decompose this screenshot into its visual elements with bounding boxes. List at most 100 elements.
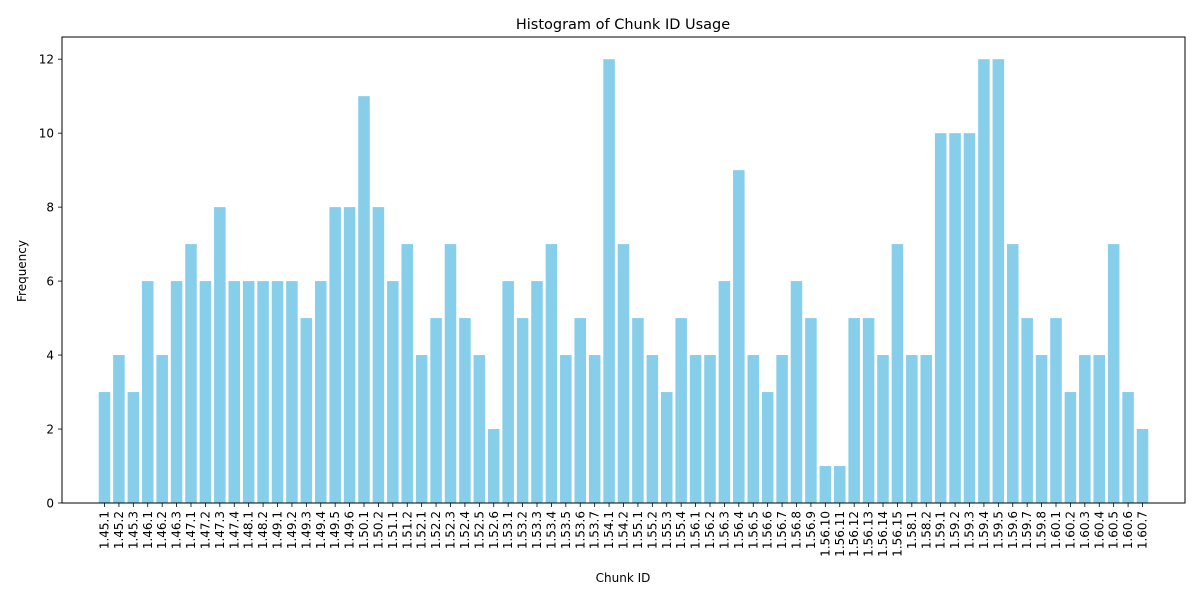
bar-1.49.1 [271, 281, 284, 503]
x-tick-label: 1.60.4 [1092, 511, 1106, 549]
x-tick-label: 1.55.4 [674, 511, 688, 549]
x-tick-label: 1.49.2 [285, 511, 299, 549]
bar-1.60.1 [1050, 318, 1062, 503]
bar-1.56.7 [776, 355, 788, 503]
bar-1.51.1 [387, 281, 399, 503]
x-tick-label: 1.45.2 [112, 511, 126, 549]
bar-1.45.2 [113, 355, 125, 503]
x-tick-label: 1.56.8 [790, 511, 804, 549]
bar-1.46.3 [170, 281, 183, 503]
bar-1.54.1 [603, 59, 615, 503]
bar-1.56.6 [761, 392, 774, 503]
bar-1.47.4 [228, 281, 241, 503]
bar-1.56.4 [733, 170, 745, 503]
bar-1.56.13 [862, 318, 875, 503]
x-tick-label: 1.53.6 [573, 511, 587, 549]
x-tick-label: 1.46.2 [155, 511, 169, 549]
x-axis-title: Chunk ID [596, 571, 651, 585]
x-tick-label: 1.56.2 [703, 511, 717, 549]
x-tick-label: 1.45.1 [98, 511, 112, 549]
x-tick-label: 1.53.7 [588, 511, 602, 549]
x-tick-label: 1.59.7 [1020, 511, 1034, 549]
bar-1.56.8 [790, 281, 803, 503]
bar-1.55.3 [660, 392, 673, 503]
x-tick-label: 1.60.7 [1136, 511, 1150, 549]
y-tick-label: 10 [39, 127, 54, 141]
bar-1.54.2 [617, 244, 630, 504]
bar-1.49.2 [286, 281, 298, 503]
bar-1.45.1 [98, 392, 111, 503]
bar-1.53.3 [531, 281, 543, 503]
bars-group [98, 59, 1149, 504]
x-tick-label: 1.59.2 [948, 511, 962, 549]
bar-1.58.2 [920, 355, 933, 503]
x-tick-label: 1.53.2 [516, 511, 530, 549]
bar-1.52.2 [430, 318, 442, 503]
x-tick-label: 1.47.2 [198, 511, 212, 549]
bar-1.47.2 [199, 281, 212, 503]
x-tick-label: 1.45.3 [126, 511, 140, 549]
x-tick-label: 1.55.3 [660, 511, 674, 549]
bar-1.55.2 [646, 355, 659, 503]
bar-1.53.1 [502, 281, 514, 503]
bar-1.53.2 [516, 318, 529, 503]
y-axis: 0 2 4 6 8 10 12 [39, 53, 62, 511]
bar-1.46.2 [156, 355, 168, 503]
x-tick-label: 1.49.1 [271, 511, 285, 549]
bar-1.60.7 [1136, 429, 1149, 503]
bar-1.49.4 [314, 281, 327, 503]
bar-1.55.4 [675, 318, 687, 503]
bar-1.56.1 [689, 355, 702, 503]
x-tick-label: 1.60.1 [1049, 511, 1063, 549]
x-tick-label: 1.56.15 [890, 511, 904, 557]
bar-1.60.2 [1064, 392, 1077, 503]
x-tick-label: 1.52.5 [472, 511, 486, 549]
x-tick-label: 1.56.1 [689, 511, 703, 549]
x-tick-label: 1.54.2 [617, 511, 631, 549]
x-tick-label: 1.51.1 [386, 511, 400, 549]
bar-1.59.8 [1035, 355, 1048, 503]
x-tick-label: 1.60.6 [1121, 511, 1135, 549]
x-tick-label: 1.56.3 [717, 511, 731, 549]
x-tick-label: 1.49.6 [343, 511, 357, 549]
bar-1.60.3 [1079, 355, 1091, 503]
x-tick-label: 1.47.4 [227, 511, 241, 549]
bar-1.53.5 [560, 355, 572, 503]
bar-1.60.4 [1093, 355, 1106, 503]
y-tick-label: 0 [46, 497, 54, 511]
bar-1.59.6 [1006, 244, 1019, 504]
x-tick-label: 1.47.1 [184, 511, 198, 549]
bar-1.53.4 [545, 244, 558, 504]
y-tick-label: 6 [46, 275, 54, 289]
y-tick-label: 8 [46, 201, 54, 215]
x-tick-label: 1.59.6 [1006, 511, 1020, 549]
bar-1.47.3 [214, 207, 226, 503]
bar-1.52.5 [473, 355, 486, 503]
x-axis: 1.45.1 1.45.2 1.45.3 1.46.1 1.46.2 1.46.3 1.47… [98, 503, 1150, 557]
x-tick-label: 1.53.5 [559, 511, 573, 549]
x-tick-label: 1.52.6 [487, 511, 501, 549]
x-tick-label: 1.58.1 [905, 511, 919, 549]
x-tick-label: 1.53.3 [530, 511, 544, 549]
x-tick-label: 1.59.4 [977, 511, 991, 549]
y-axis-title: Frequency [15, 240, 29, 302]
bar-1.56.14 [877, 355, 889, 503]
bar-1.53.6 [574, 318, 587, 503]
x-tick-label: 1.52.1 [415, 511, 429, 549]
x-tick-label: 1.60.3 [1078, 511, 1092, 549]
x-tick-label: 1.52.3 [444, 511, 458, 549]
bar-1.50.2 [372, 207, 385, 503]
x-tick-label: 1.50.2 [371, 511, 385, 549]
bar-1.45.3 [127, 392, 140, 503]
y-tick-label: 4 [46, 349, 54, 363]
bar-1.49.3 [300, 318, 313, 503]
bar-1.56.2 [704, 355, 716, 503]
x-tick-label: 1.59.1 [934, 511, 948, 549]
bar-1.56.15 [891, 244, 904, 504]
x-tick-label: 1.56.11 [833, 511, 847, 557]
bar-1.60.5 [1107, 244, 1120, 504]
x-tick-label: 1.52.2 [429, 511, 443, 549]
bar-1.59.3 [963, 133, 976, 503]
x-tick-label: 1.56.9 [804, 511, 818, 549]
bar-1.56.3 [718, 281, 731, 503]
